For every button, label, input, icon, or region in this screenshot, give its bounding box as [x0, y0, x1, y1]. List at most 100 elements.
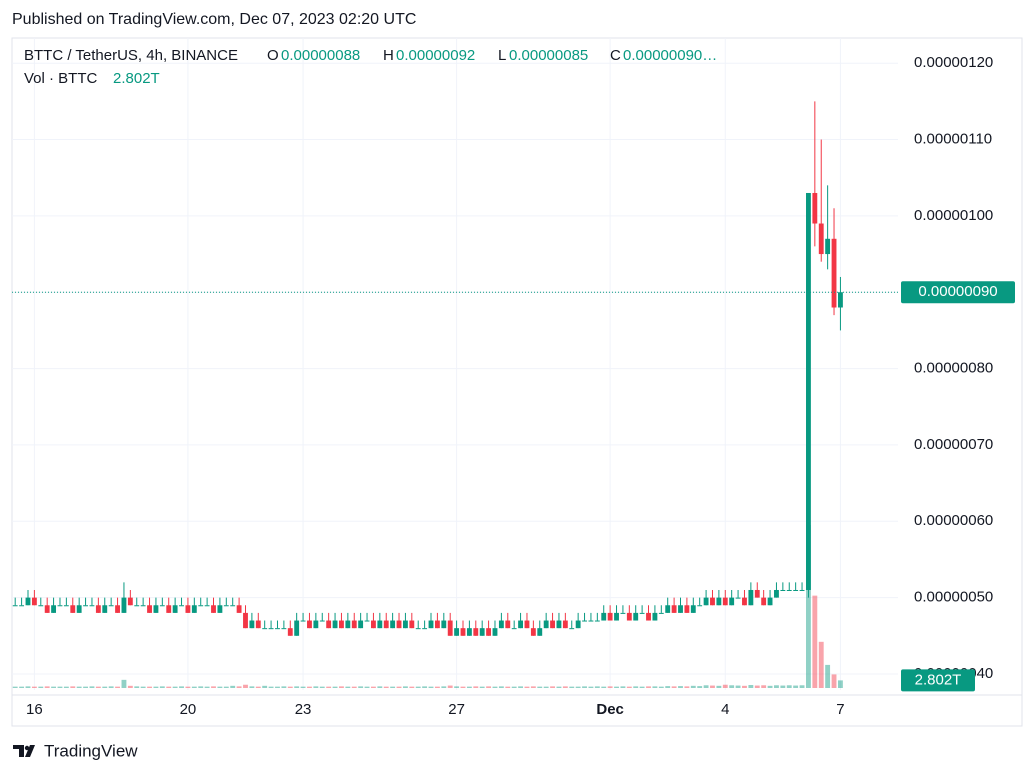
- volume-bar: [729, 685, 735, 688]
- volume-bar: [255, 686, 261, 688]
- candle-body: [12, 605, 18, 607]
- candle-body: [601, 612, 607, 621]
- volume-bar: [166, 686, 172, 688]
- candle-body: [217, 605, 223, 613]
- volume-bar: [287, 686, 293, 688]
- candle-body: [710, 597, 715, 606]
- volume-bar: [658, 686, 664, 688]
- candle-body: [243, 612, 248, 629]
- candle-body: [537, 628, 543, 636]
- candle-body: [652, 612, 658, 621]
- volume-bar: [415, 686, 421, 688]
- volume-bar: [294, 686, 300, 688]
- candle-body: [294, 620, 300, 636]
- volume-bar: [652, 686, 658, 688]
- candle-body: [236, 605, 242, 613]
- legend-o-key: O: [267, 47, 279, 64]
- volume-bar: [569, 686, 575, 688]
- candle-body: [70, 605, 76, 613]
- volume-bar: [633, 686, 639, 688]
- volume-bar: [486, 686, 492, 688]
- volume-bar: [281, 686, 287, 688]
- candle-body: [319, 620, 325, 622]
- volume-bar: [697, 686, 703, 688]
- volume-bar: [588, 686, 594, 688]
- candle-body: [287, 628, 293, 636]
- y-tick-label: 0.00000060: [914, 512, 993, 529]
- volume-bar: [518, 686, 524, 688]
- volume-bar: [473, 686, 479, 688]
- volume-bar: [774, 685, 779, 688]
- volume-bar: [217, 686, 223, 688]
- volume-bar: [396, 686, 402, 688]
- volume-bar: [198, 686, 204, 688]
- last-price-box: [901, 281, 1015, 304]
- volume-bar: [511, 686, 517, 688]
- candle-body: [684, 605, 690, 613]
- candle-body: [390, 620, 396, 629]
- volume-bar: [12, 686, 18, 688]
- candle-body: [339, 620, 344, 629]
- volume-bar: [434, 686, 440, 688]
- volume-bar: [524, 686, 530, 688]
- candle-body: [703, 597, 709, 606]
- volume-bar: [710, 685, 715, 688]
- volume-bar: [134, 686, 140, 688]
- candle-body: [179, 605, 184, 607]
- volume-bar: [492, 686, 498, 688]
- candle-body: [729, 597, 735, 606]
- volume-bar: [172, 686, 178, 688]
- candle-body: [332, 620, 338, 629]
- volume-bar: [466, 686, 472, 688]
- candle-body: [780, 589, 786, 591]
- volume-bar: [767, 685, 773, 688]
- last-price-label: 0.00000090: [918, 283, 997, 300]
- volume-legend-key: Vol · BTTC: [24, 70, 98, 87]
- volume-bar: [626, 686, 632, 688]
- volume-bar: [793, 685, 799, 688]
- y-tick-label: 0.00000110: [914, 131, 992, 148]
- y-tick-label: 0.00000100: [914, 207, 993, 224]
- volume-bar: [51, 686, 57, 688]
- candle-body: [345, 620, 351, 629]
- volume-bar: [153, 686, 159, 688]
- candle-body: [575, 620, 581, 629]
- candle-body: [102, 605, 108, 613]
- volume-bar: [95, 686, 101, 688]
- candle-body: [716, 597, 722, 606]
- volume-bar: [345, 686, 351, 688]
- volume-bar: [601, 686, 607, 688]
- candle-body: [428, 620, 434, 629]
- candles: [12, 101, 843, 636]
- candle-body: [57, 605, 63, 607]
- candle-body: [115, 605, 120, 613]
- candle-body: [230, 605, 236, 607]
- x-tick-label: 20: [180, 701, 197, 718]
- volume-bar: [371, 686, 376, 688]
- candle-body: [505, 620, 511, 629]
- volume-bar: [159, 686, 165, 688]
- volume-bar: [582, 686, 587, 688]
- volume-bar: [684, 686, 690, 688]
- volume-bar: [185, 686, 191, 688]
- volume-bar: [447, 685, 453, 688]
- volume-bar: [351, 686, 357, 688]
- volume-bar: [575, 686, 581, 688]
- candle-body: [806, 192, 811, 590]
- volume-bar: [83, 686, 88, 688]
- candle-body: [422, 628, 428, 630]
- volume-bar: [716, 685, 722, 688]
- candle-body: [364, 620, 370, 622]
- volume-bar: [818, 641, 824, 688]
- volume-bar: [786, 685, 792, 688]
- volume-bar: [742, 685, 747, 688]
- candle-body: [63, 605, 69, 607]
- volume-bar: [543, 686, 549, 688]
- volume-bars: [12, 525, 843, 688]
- candle-body: [831, 238, 837, 308]
- candle-body: [223, 605, 229, 607]
- volume-bar: [761, 685, 767, 688]
- volume-bar: [607, 686, 613, 688]
- candle-body: [767, 597, 773, 606]
